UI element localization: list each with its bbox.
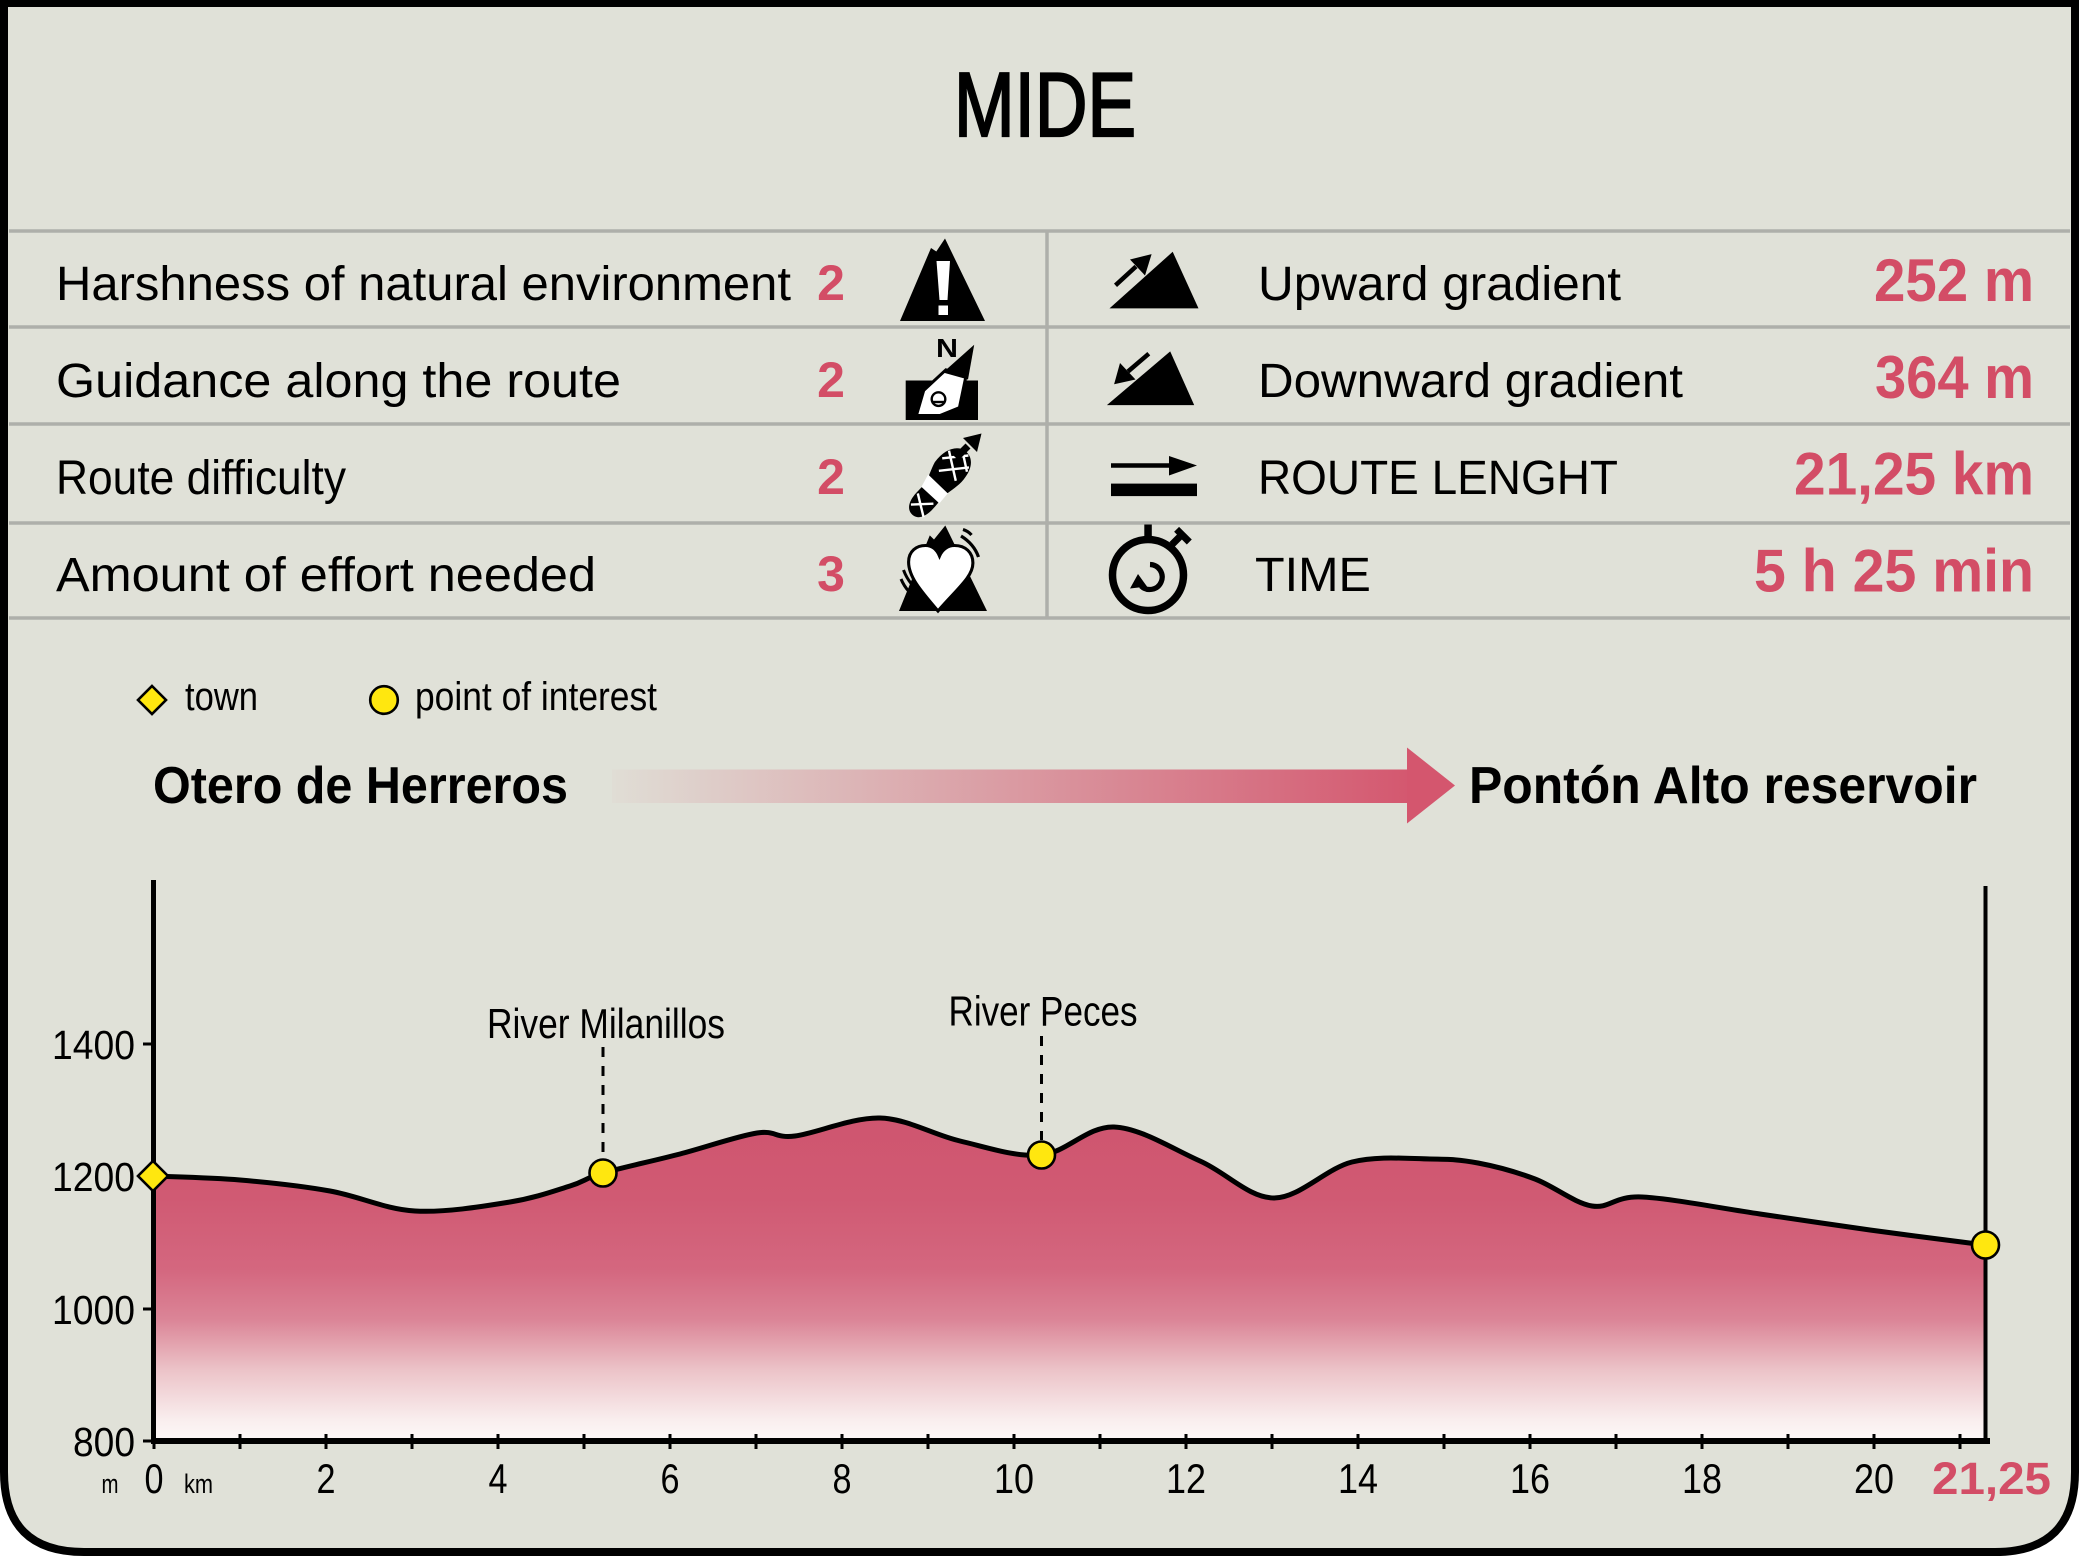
svg-text:Amount of effort needed: Amount of effort needed	[56, 548, 596, 602]
svg-text:252 m: 252 m	[1874, 247, 2034, 314]
svg-text:14: 14	[1338, 1455, 1378, 1502]
svg-text:Harshness of natural environme: Harshness of natural environment	[56, 257, 792, 311]
svg-text:Upward gradient: Upward gradient	[1258, 257, 1622, 311]
svg-text:21,25: 21,25	[1932, 1453, 2051, 1504]
svg-text:2: 2	[817, 352, 845, 408]
svg-text:20: 20	[1854, 1455, 1894, 1502]
svg-text:21,25 km: 21,25 km	[1794, 441, 2034, 508]
svg-text:5 h 25 min: 5 h 25 min	[1754, 538, 2034, 605]
svg-text:point of interest: point of interest	[415, 675, 657, 719]
svg-text:2: 2	[817, 449, 845, 505]
svg-text:River Milanillos: River Milanillos	[487, 1000, 725, 1047]
svg-text:6: 6	[661, 1455, 680, 1502]
svg-text:TIME: TIME	[1255, 548, 1371, 602]
svg-text:2: 2	[317, 1455, 336, 1502]
svg-text:River Peces: River Peces	[949, 988, 1138, 1035]
svg-text:ROUTE LENGHT: ROUTE LENGHT	[1258, 451, 1618, 505]
svg-text:town: town	[185, 675, 258, 719]
svg-text:3: 3	[817, 546, 845, 602]
svg-text:364 m: 364 m	[1875, 344, 2034, 411]
svg-text:N: N	[936, 333, 958, 363]
svg-text:1200: 1200	[52, 1154, 135, 1200]
svg-text:Guidance along the route: Guidance along the route	[56, 354, 621, 408]
svg-text:km: km	[184, 1469, 213, 1499]
svg-text:0: 0	[145, 1455, 164, 1502]
svg-text:1400: 1400	[52, 1022, 135, 1068]
svg-text:MIDE: MIDE	[954, 55, 1136, 156]
svg-text:10: 10	[994, 1455, 1034, 1502]
svg-text:800: 800	[73, 1419, 135, 1465]
svg-text:18: 18	[1682, 1455, 1722, 1502]
svg-text:1000: 1000	[52, 1287, 135, 1333]
svg-text:12: 12	[1166, 1455, 1206, 1502]
svg-text:m: m	[102, 1469, 119, 1499]
svg-text:4: 4	[489, 1455, 508, 1502]
svg-text:Pontón Alto reservoir: Pontón Alto reservoir	[1469, 756, 1977, 814]
svg-text:8: 8	[833, 1455, 852, 1502]
svg-text:2: 2	[817, 255, 845, 311]
svg-text:Otero de Herreros: Otero de Herreros	[153, 756, 568, 814]
svg-text:Downward gradient: Downward gradient	[1258, 354, 1684, 408]
svg-text:16: 16	[1510, 1455, 1550, 1502]
svg-text:Route difficulty: Route difficulty	[56, 451, 347, 505]
